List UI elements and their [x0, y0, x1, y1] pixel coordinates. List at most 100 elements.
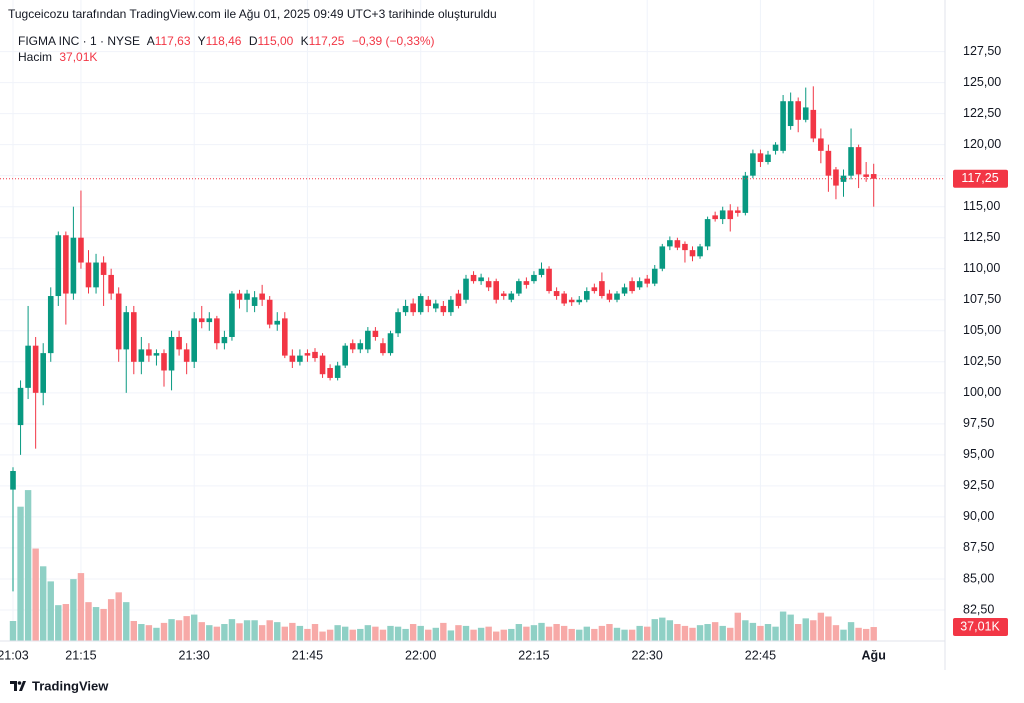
volume-bar: [402, 628, 409, 641]
y-tick-label: 120,00: [963, 137, 1001, 151]
y-tick-label: 90,00: [963, 509, 994, 523]
volume-bar: [107, 599, 115, 641]
candle-body: [870, 174, 877, 179]
candle-body: [818, 138, 824, 151]
close-key: K: [301, 34, 309, 48]
candle-body: [780, 101, 786, 151]
volume-bar: [455, 625, 462, 641]
candle-body: [795, 101, 801, 120]
candle-body: [191, 318, 197, 362]
volume-bar: [832, 625, 840, 641]
x-tick-label: 22:30: [632, 648, 663, 662]
volume-bar: [304, 628, 311, 641]
volume-bar: [855, 627, 862, 641]
y-tick-label: 85,00: [963, 571, 994, 585]
candle-body: [123, 312, 130, 350]
volume-bar: [221, 624, 228, 641]
volume-bar: [326, 629, 334, 641]
candle-body: [742, 175, 749, 213]
volume-bar: [379, 629, 387, 641]
candle-body: [387, 333, 394, 354]
candle-body: [349, 343, 356, 350]
x-tick-label: 22:00: [405, 648, 436, 662]
volume-bar: [538, 622, 545, 641]
candle-body: [538, 268, 545, 275]
candle-body: [168, 336, 175, 371]
candle-body: [621, 287, 628, 294]
candle-body: [365, 330, 371, 350]
volume-bar: [372, 626, 379, 641]
volume-bar: [545, 626, 553, 641]
volume-bar: [493, 631, 500, 641]
candle-body: [735, 210, 741, 213]
volume-bar: [840, 629, 847, 641]
candle-body: [704, 219, 711, 247]
candle-body: [297, 355, 303, 362]
candle-body: [10, 470, 16, 490]
volume-bar: [825, 616, 832, 641]
y-tick-label: 97,50: [963, 416, 994, 430]
volume-bar: [123, 602, 130, 641]
volume-tag-label: 37,01K: [960, 619, 1000, 633]
candle-body: [17, 387, 24, 426]
volume-bar: [24, 490, 32, 641]
volume-bar: [258, 625, 266, 641]
volume-bar: [145, 625, 153, 641]
candle-body: [342, 345, 348, 366]
volume-bar: [523, 626, 530, 641]
candle-body: [584, 291, 590, 300]
candle-body: [470, 274, 477, 282]
candle-body: [214, 318, 220, 344]
volume-bar: [810, 620, 817, 641]
candle-body: [659, 246, 666, 269]
candle-body: [47, 296, 54, 354]
candle-body: [161, 353, 167, 371]
candle-body: [108, 274, 114, 294]
y-tick-label: 125,00: [963, 75, 1001, 89]
candle-body: [863, 174, 869, 177]
volume-bar: [17, 506, 24, 641]
candle-body: [176, 336, 182, 350]
volume-bar: [191, 614, 198, 641]
volume-bar: [334, 625, 341, 641]
candle-body: [802, 107, 809, 120]
y-tick-label: 127,50: [963, 44, 1001, 58]
volume-bar: [138, 624, 145, 641]
volume-bar: [349, 629, 356, 641]
volume-bar: [711, 622, 719, 641]
candle-body: [304, 353, 311, 356]
volume-legend: Hacim 37,01K: [18, 50, 97, 64]
candle-body: [312, 351, 318, 359]
candle-body: [425, 299, 432, 306]
candle-body: [727, 210, 734, 220]
candle-body: [259, 293, 265, 300]
x-tick-label: 22:15: [518, 648, 549, 662]
y-tick-label: 105,00: [963, 323, 1001, 337]
volume-bar: [862, 628, 870, 641]
candle-body: [63, 235, 69, 294]
candle-body: [855, 147, 862, 175]
logo-dot: [17, 681, 22, 685]
y-tick-label: 82,50: [963, 602, 994, 616]
candle-body: [508, 293, 515, 300]
volume-bar: [568, 628, 575, 641]
candle-body: [674, 240, 681, 248]
volume-name: Hacim: [18, 50, 52, 64]
candle-body: [440, 305, 447, 313]
low-value: 115,00: [257, 34, 293, 48]
volume-bar: [251, 620, 258, 641]
volume-bar: [206, 625, 213, 641]
volume-bar: [425, 629, 432, 641]
candle-body: [395, 312, 401, 334]
volume-bar: [628, 629, 636, 641]
volume-bar: [228, 619, 236, 641]
candle-body: [198, 318, 205, 323]
volume-bar: [357, 628, 364, 641]
volume-bar: [666, 620, 674, 641]
volume-bar: [734, 612, 741, 641]
price-tag-label: 117,25: [961, 171, 998, 185]
candle-body: [614, 293, 620, 300]
candle-body: [70, 237, 77, 294]
volume-bar: [409, 624, 417, 641]
